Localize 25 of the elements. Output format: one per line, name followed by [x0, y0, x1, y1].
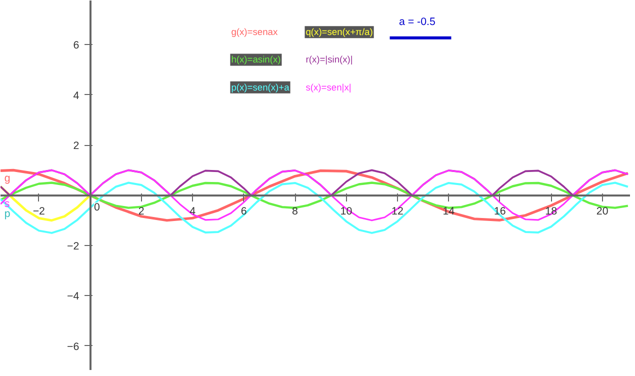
y-tick-label: −6	[66, 340, 80, 353]
annotation: a = -0.5	[398, 16, 436, 28]
text: g(x)=senax	[231, 27, 278, 38]
text: h(x)=asin(x)	[231, 54, 281, 65]
annotation: p	[4, 208, 10, 220]
y-tick-label: −2	[66, 240, 80, 252]
text: s(x)=sen|x|	[306, 82, 352, 92]
annotation: g	[4, 172, 10, 184]
line-series	[0, 185, 92, 222]
x-tick-label: 2	[138, 205, 144, 218]
y-tick-label: 4	[73, 90, 80, 102]
x-tick-label: 12	[392, 205, 404, 218]
text: p(x)=sen(x)+a	[231, 82, 290, 92]
text: q(x)=sen(x+π/a)	[306, 27, 373, 38]
annotation: 0	[94, 202, 100, 214]
y-tick-label: −4	[66, 290, 80, 303]
x-tick-label: 20	[596, 205, 608, 218]
line-series	[0, 169, 629, 196]
x-tick-label: 8	[292, 205, 298, 218]
text: r(x)=|sin(x)|	[306, 54, 353, 65]
x-tick-label: −2	[32, 205, 46, 218]
y-tick-label: 2	[73, 140, 80, 152]
x-tick-label: 10	[340, 205, 352, 218]
y-tick-label: 6	[73, 40, 80, 52]
x-tick-label: 14	[442, 205, 455, 218]
